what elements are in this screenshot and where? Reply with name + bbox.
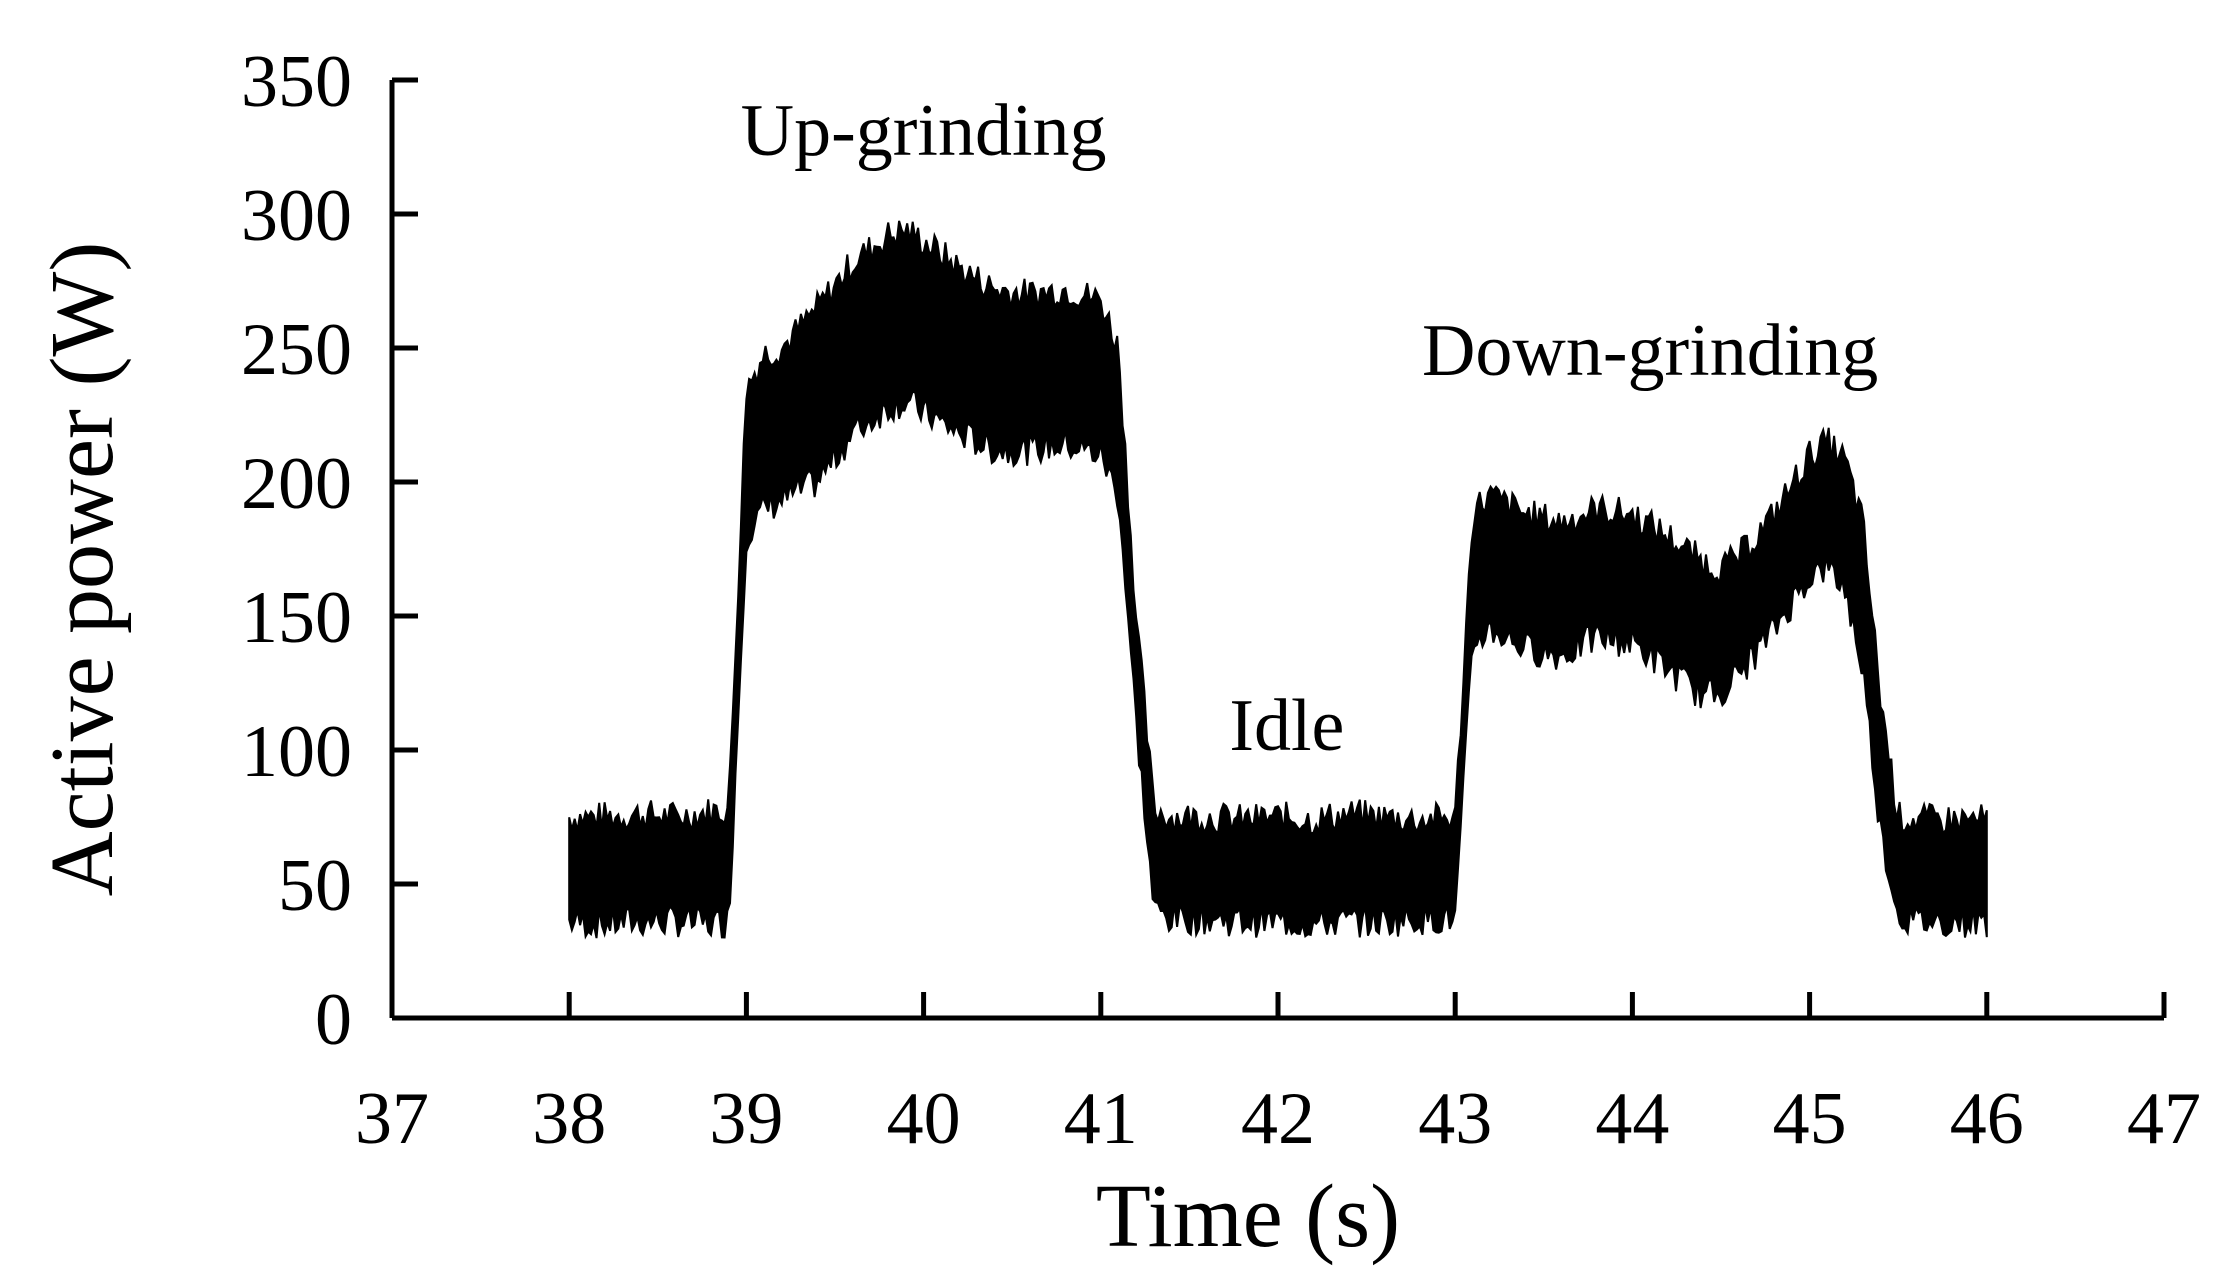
y-tick-label: 150 (241, 577, 352, 659)
x-tick-label: 47 (2127, 1078, 2201, 1160)
y-tick-label: 0 (315, 979, 352, 1061)
x-tick-label: 46 (1950, 1078, 2024, 1160)
x-tick-label: 42 (1241, 1078, 1315, 1160)
y-axis-title: Active power (W) (33, 242, 132, 897)
y-tick-label: 300 (241, 175, 352, 257)
y-tick-label: 200 (241, 443, 352, 525)
annotations: Up-grinding Idle Down-grinding (741, 90, 1879, 767)
series-signal-band (568, 220, 1988, 940)
y-tick-label: 50 (278, 845, 352, 927)
x-tick-label: 43 (1418, 1078, 1492, 1160)
x-axis-title: Time (s) (1096, 1167, 1400, 1266)
y-tick-label: 250 (241, 309, 352, 391)
annotation-label: Down-grinding (1422, 310, 1878, 392)
x-tick-label: 41 (1064, 1078, 1138, 1160)
x-tick-label: 45 (1773, 1078, 1847, 1160)
x-tick-label: 37 (355, 1078, 429, 1160)
y-tick-label: 100 (241, 711, 352, 793)
x-tick-label: 39 (709, 1078, 783, 1160)
plot-area (568, 220, 1988, 940)
annotation-label: Up-grinding (741, 90, 1107, 172)
y-tick-label: 350 (241, 41, 352, 123)
x-tick-label: 40 (887, 1078, 961, 1160)
x-ticks: 37 38 39 40 41 42 43 44 45 46 47 (355, 992, 2201, 1160)
x-tick-label: 44 (1595, 1078, 1669, 1160)
y-ticks: 0 50 100 150 200 250 300 350 (241, 41, 418, 1061)
axes: 0 50 100 150 200 250 300 350 37 38 39 40 41 42 43 44 45… (241, 41, 2201, 1160)
x-tick-label: 38 (532, 1078, 606, 1160)
annotation-label: Idle (1229, 685, 1344, 767)
